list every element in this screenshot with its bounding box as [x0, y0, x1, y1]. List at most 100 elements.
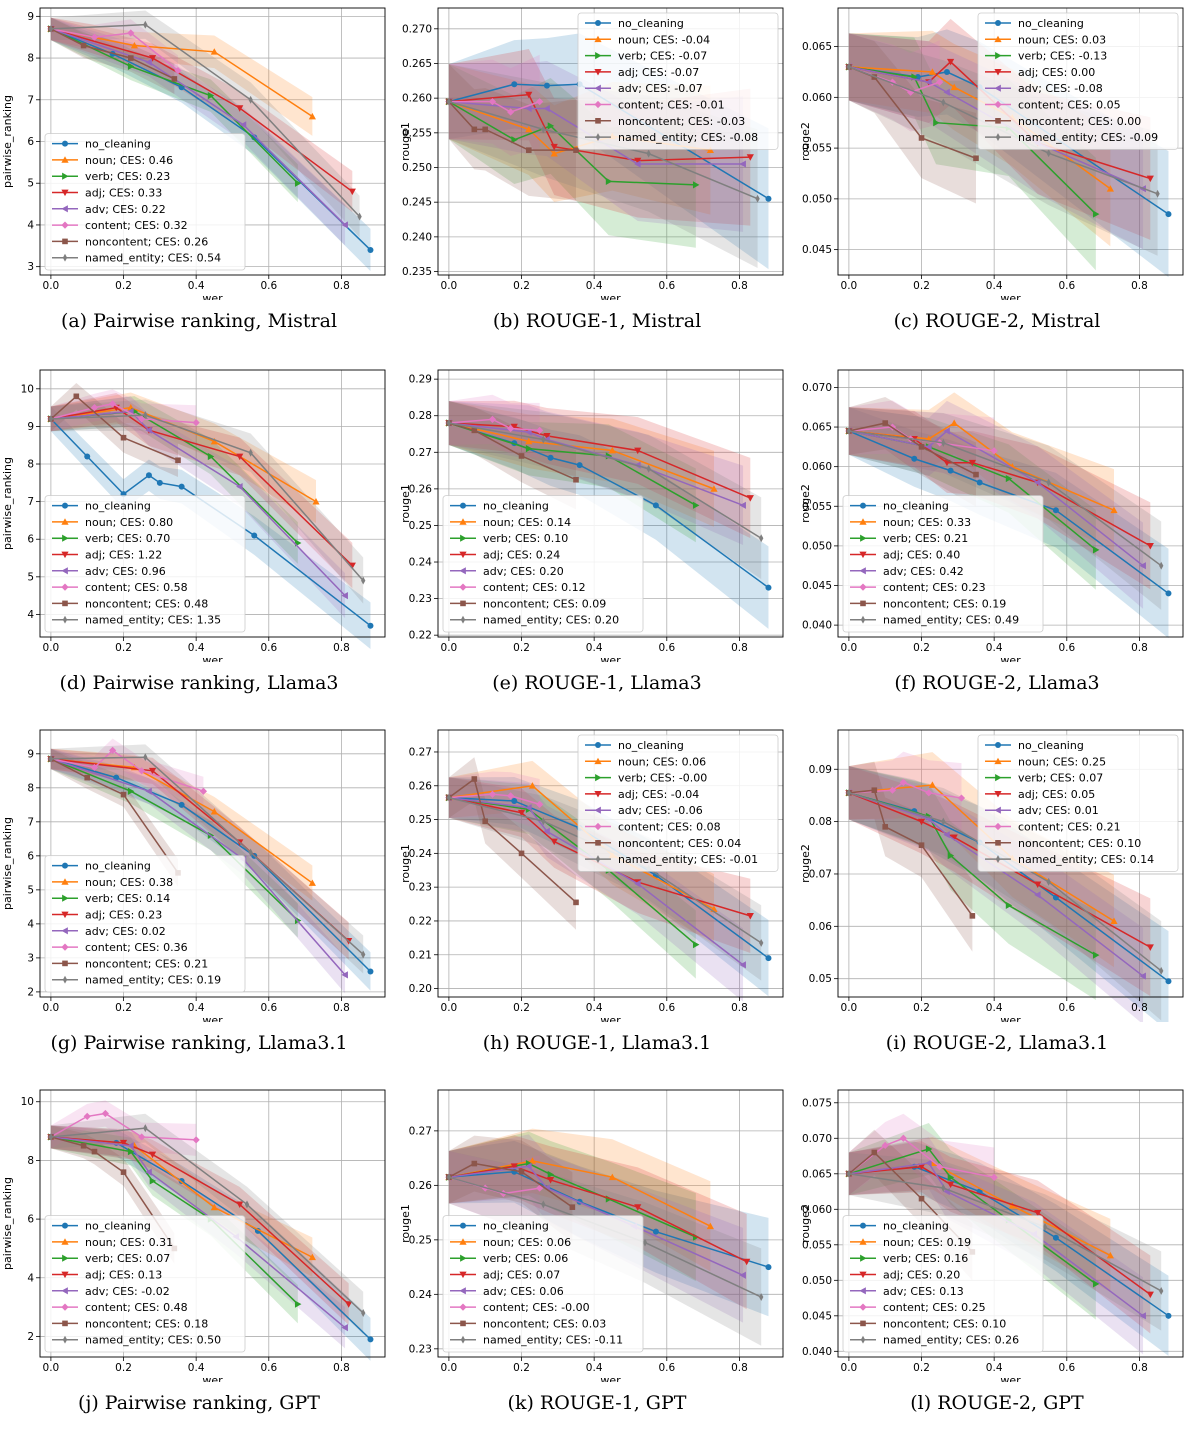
- data-point-noun: [706, 146, 714, 154]
- data-point-no_cleaning: [911, 455, 918, 462]
- chart-panel: 0.0 0.2 0.4 0.6 0.8 3 4 5 6 7 8 9 wer pairwise_rankin…: [0, 0, 398, 362]
- data-point-adv: [943, 88, 950, 96]
- data-point-named_entity: [1042, 1223, 1048, 1232]
- legend-entry-label: no_cleaning: [618, 739, 684, 752]
- data-point-no_cleaning: [1165, 590, 1172, 597]
- legend-entry-label: verb; CES: 0.16: [883, 1252, 968, 1265]
- x-tick-label: 0.2: [513, 1362, 530, 1374]
- data-point-verb: [947, 852, 955, 860]
- legend-entry-label: content; CES: 0.48: [85, 1301, 188, 1314]
- data-point-no_cleaning: [543, 82, 550, 89]
- legend-marker: [460, 1335, 466, 1344]
- data-point-adv: [634, 160, 641, 168]
- legend-marker: [62, 615, 68, 624]
- data-point-adj: [746, 495, 754, 502]
- series-line-named_entity: [50, 23, 361, 218]
- series-line-content: [448, 793, 540, 806]
- x-tick-label: 0.8: [731, 642, 748, 654]
- figure-caption: (e) ROUGE-1, Llama3: [492, 672, 702, 694]
- data-point-named_entity: [646, 464, 651, 473]
- y-tick-label: 0.27: [409, 746, 432, 758]
- x-tick-label: 0.0: [43, 1362, 60, 1374]
- legend-marker: [460, 1222, 466, 1229]
- data-point-no_cleaning: [765, 195, 772, 202]
- x-tick-label: 0.2: [513, 642, 530, 654]
- legend-box: [44, 1215, 246, 1353]
- legend-marker: [860, 1254, 867, 1262]
- legend-entry-label: no_cleaning: [85, 1220, 151, 1233]
- data-point-adj: [345, 1301, 353, 1308]
- legend-marker: [61, 189, 69, 197]
- legend-marker: [62, 975, 68, 984]
- x-tick-label: 0.2: [115, 280, 132, 292]
- legend-entry-label: adv; CES: 0.02: [85, 925, 166, 938]
- data-point-noun: [608, 1173, 616, 1181]
- legend-entry-label: content; CES: 0.58: [85, 581, 188, 594]
- confidence-band-named_entity: [50, 399, 364, 604]
- plot-frame: [837, 729, 1184, 998]
- data-point-adv: [925, 443, 932, 451]
- legend-entry-label: adj; CES: 0.23: [85, 909, 162, 922]
- data-point-no_cleaning: [367, 1336, 374, 1343]
- x-tick-label: 0.8: [731, 1002, 748, 1014]
- confidence-band-content: [50, 738, 204, 806]
- series-named_entity: [48, 20, 362, 221]
- data-point-noun: [950, 419, 958, 426]
- data-point-content: [192, 419, 200, 427]
- confidence-band-verb: [848, 766, 1096, 1000]
- data-point-adv: [634, 880, 641, 888]
- legend-marker: [594, 822, 602, 831]
- legend-marker: [61, 1303, 69, 1311]
- legend: no_cleaning noun; CES: 0.46 verb; CES: 0.2…: [44, 133, 246, 271]
- data-point-noun: [608, 446, 616, 454]
- legend-box: [44, 855, 246, 993]
- legend-marker: [62, 1320, 68, 1327]
- data-point-no_cleaning: [765, 955, 772, 962]
- data-point-named_entity: [941, 1184, 946, 1192]
- legend-marker: [995, 133, 1001, 142]
- data-point-named_entity: [541, 435, 546, 444]
- y-tick-label: 9: [27, 11, 34, 23]
- data-point-noun: [210, 437, 218, 445]
- y-axis-label: pairwise_ranking: [1, 95, 14, 188]
- legend-marker: [61, 156, 69, 163]
- y-tick-label: 0.255: [402, 127, 432, 139]
- legend-marker: [61, 911, 69, 919]
- data-point-noncontent: [471, 126, 478, 133]
- chart-panel: 0.0 0.2 0.4 0.6 0.8 0.20 0.21 0.22 0.23 0.24 0.25 0…: [398, 722, 796, 1084]
- series-adj: [445, 1163, 751, 1266]
- data-point-noun: [308, 112, 316, 120]
- legend-entry-label: noun; CES: 0.06: [618, 755, 706, 768]
- y-tick-label: 0.24: [409, 557, 433, 569]
- y-tick-label: 6: [27, 136, 34, 148]
- data-point-noncontent: [871, 787, 878, 794]
- chart-svg: 0.0 0.2 0.4 0.6 0.8 0.040 0.045 0.050 0.055 0.060…: [799, 369, 1184, 662]
- y-tick-label: 10: [21, 1096, 34, 1108]
- data-point-noun: [312, 498, 320, 505]
- legend-entry-label: content; CES: 0.32: [85, 219, 188, 232]
- data-point-noncontent: [573, 147, 579, 153]
- data-point-adv: [127, 1142, 134, 1150]
- legend-entry-label: adj; CES: 0.07: [483, 1269, 560, 1282]
- legend-entry-label: named_entity; CES: 0.49: [883, 614, 1019, 627]
- legend-entry-label: content; CES: 0.23: [883, 581, 986, 594]
- data-point-content: [83, 1112, 91, 1121]
- data-point-adj: [634, 447, 642, 455]
- legend-entry-label: no_cleaning: [618, 17, 684, 30]
- y-axis-label: pairwise_ranking: [1, 457, 14, 550]
- data-point-verb: [947, 1173, 955, 1181]
- data-point-no_cleaning: [1052, 1234, 1059, 1241]
- legend-entry-label: verb; CES: 0.70: [85, 532, 170, 545]
- legend-entry-label: named_entity; CES: 1.35: [85, 614, 221, 627]
- legend-marker: [61, 878, 69, 885]
- legend-marker: [995, 52, 1002, 60]
- data-point-verb: [692, 941, 700, 949]
- data-point-noun: [1008, 1202, 1016, 1209]
- legend-marker: [459, 551, 467, 559]
- figure-caption: (f) ROUGE-2, Llama3: [894, 672, 1100, 694]
- x-axis-label: wer: [1000, 1014, 1021, 1022]
- chart-panel: 0.0 0.2 0.4 0.6 0.8 0.040 0.045 0.050 0.055 0.060…: [798, 1082, 1196, 1444]
- data-point-noncontent: [918, 444, 925, 450]
- data-point-adj: [510, 423, 518, 431]
- y-tick-label: 5: [27, 884, 34, 896]
